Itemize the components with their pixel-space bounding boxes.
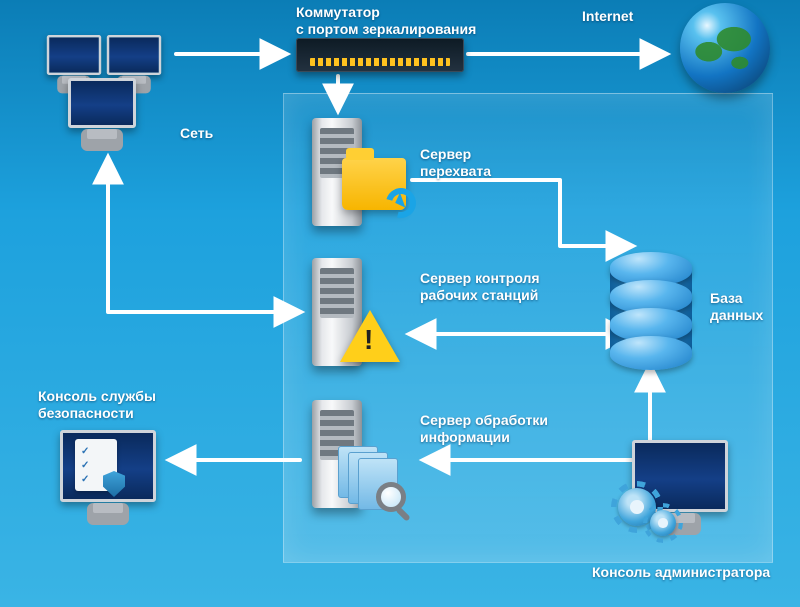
admin-console-label: Консоль администратора [592,564,770,581]
capture-label: Сервер перехвата [420,146,491,180]
folder-refresh-icon [342,158,406,210]
processing-server-node [312,400,362,508]
sec-console-label: Консоль службы безопасности [38,388,156,422]
processing-label: Сервер обработки информации [420,412,548,446]
clipboard-shield-icon [75,439,117,491]
monitor-icon [60,430,156,502]
warning-icon [340,310,400,362]
network-label: Сеть [180,125,213,142]
switch-label: Коммутатор с портом зеркалирования [296,4,476,38]
admin-console-node [632,440,728,512]
network-node [40,30,175,145]
edge-network-to-control [108,158,300,312]
control-label: Сервер контроля рабочих станций [420,270,540,304]
monitor-cluster-icon [40,30,175,145]
switch-node [296,38,464,72]
database-label: База данных [710,290,763,324]
switch-icon [296,38,464,72]
control-server-node [312,258,362,366]
internet-node [680,3,770,93]
internet-label: Internet [582,8,633,25]
documents-magnifier-icon [338,446,400,508]
globe-icon [680,3,770,93]
security-console-node [60,430,156,502]
gear-icon [650,510,676,536]
database-icon [610,252,692,352]
database-node [610,252,692,352]
capture-server-node [312,118,362,226]
